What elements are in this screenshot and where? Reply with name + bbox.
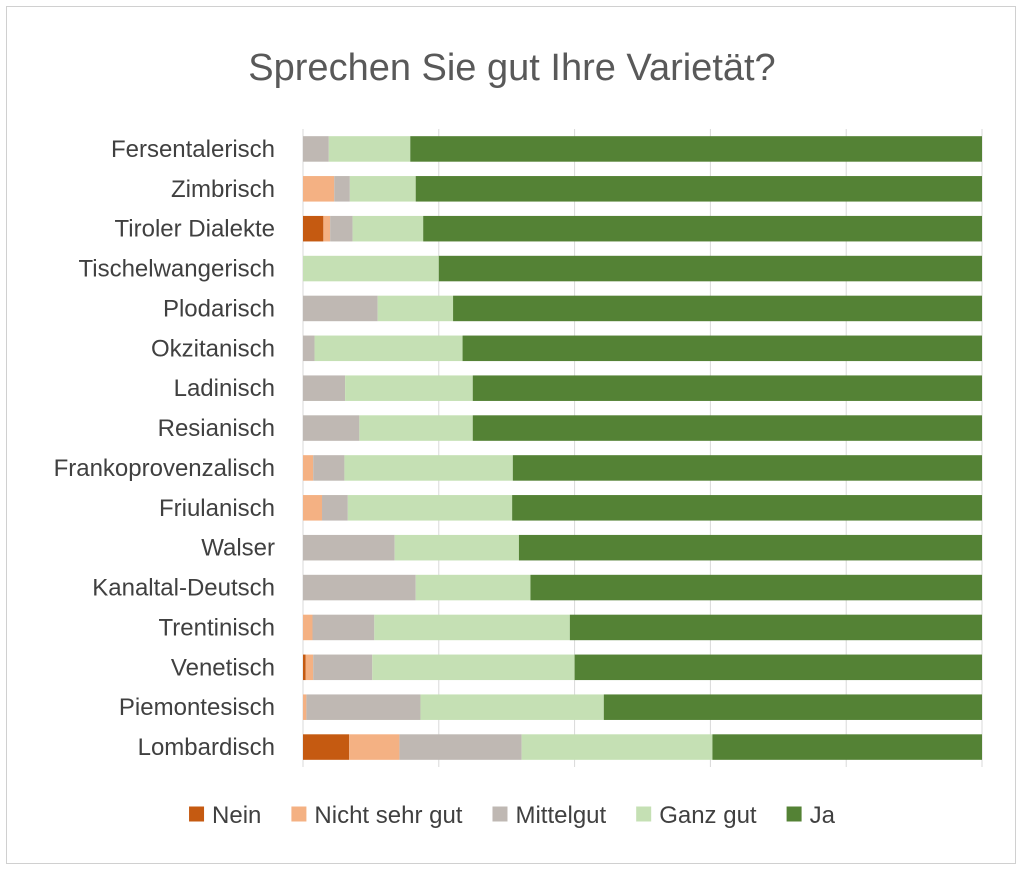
legend-label: Ja [810,802,836,829]
bars [303,136,983,760]
bar-segment-4 [472,415,982,441]
chart-title: Sprechen Sie gut Ihre Varietät? [248,47,775,89]
bar-segment-4 [438,255,982,282]
bar-segment-2 [334,176,350,202]
bar-segment-2 [303,295,378,322]
bar-segment-4 [512,495,982,521]
bar-segment-4 [569,614,982,641]
category-label: Piemontesisch [119,694,275,721]
bar-segment-4 [530,574,982,601]
bar-segment-2 [322,495,348,521]
bar-segment-2 [303,534,395,561]
legend: Nein Nicht sehr gut Mittelgut Ganz gut Ja [189,802,836,829]
bar-segment-2 [303,335,315,362]
bar-segment-2 [303,415,360,441]
category-label: Friulanisch [159,495,275,522]
category-label: Okzitanisch [151,335,275,362]
category-label: Trentinisch [159,614,275,641]
bar-segment-3 [344,455,513,481]
category-labels: Fersentalerisch Zimbrisch Tiroler Dialekte… [54,136,275,761]
stacked-bar-chart: Sprechen Sie gut Ihre Varietät? Fersenta… [54,47,983,829]
category-label: Walser [201,535,275,562]
bar-segment-2 [330,215,353,242]
bar-segment-3 [374,614,570,641]
chart-frame: Sprechen Sie gut Ihre Varietät? Fersenta… [6,6,1016,864]
bar-segment-3 [352,215,424,242]
bar-segment-3 [420,694,604,720]
bar-segment-2 [313,455,345,481]
bar-segment-4 [512,455,982,481]
legend-label: Mittelgut [515,802,606,829]
category-label: Zimbrisch [171,176,275,203]
bar-segment-3 [303,255,439,282]
legend-swatch-3 [636,806,652,822]
bar-segment-2 [313,654,373,681]
bar-segment-4 [603,694,982,720]
bar-segment-4 [574,654,982,681]
bar-segment-2 [303,136,329,162]
bar-segment-1 [303,455,314,481]
bar-segment-4 [423,215,983,242]
bar-segment-0 [303,654,306,681]
category-label: Fersentalerisch [111,136,275,163]
bar-segment-1 [323,215,331,242]
bar-segment-4 [518,534,982,561]
bar-segment-0 [303,734,350,760]
legend-label: Ganz gut [659,802,757,829]
bar-segment-4 [410,136,983,162]
bar-segment-4 [472,375,982,401]
category-label: Lombardisch [138,734,275,761]
bar-segment-2 [303,375,346,401]
bar-segment-4 [462,335,982,362]
legend-swatch-1 [291,806,307,822]
bar-segment-3 [521,734,713,760]
bar-segment-3 [394,534,519,561]
category-label: Tiroler Dialekte [115,216,276,243]
bar-segment-3 [377,295,454,322]
bar-segment-1 [303,694,307,720]
bar-segment-1 [303,614,313,641]
bar-segment-0 [303,215,324,242]
bar-segment-3 [347,495,513,521]
bar-segment-3 [359,415,473,441]
bar-segment-3 [349,176,416,202]
category-label: Ladinisch [174,375,275,402]
category-label: Kanaltal-Deutsch [92,575,275,602]
bar-segment-3 [345,375,473,401]
legend-label: Nein [212,802,261,829]
legend-swatch-4 [786,806,802,822]
bar-segment-4 [712,734,982,760]
bar-segment-3 [328,136,411,162]
bar-segment-1 [305,654,314,681]
bar-segment-3 [372,654,575,681]
bar-segment-4 [415,176,982,202]
category-label: Resianisch [158,415,275,442]
bar-segment-1 [303,176,335,202]
bar-segment-2 [306,694,421,720]
bar-segment-1 [349,734,400,760]
category-label: Plodarisch [163,295,275,322]
bar-segment-2 [303,574,416,601]
bar-segment-4 [453,295,983,322]
category-label: Tischelwangerisch [78,256,275,283]
category-label: Venetisch [171,654,275,681]
legend-swatch-0 [189,806,205,822]
bar-segment-1 [303,495,323,521]
legend-swatch-2 [492,806,508,822]
bar-segment-2 [399,734,522,760]
category-label: Frankoprovenzalisch [54,455,275,482]
bar-segment-2 [312,614,375,641]
legend-label: Nicht sehr gut [314,802,462,829]
bar-segment-3 [415,574,531,601]
bar-segment-3 [314,335,463,362]
